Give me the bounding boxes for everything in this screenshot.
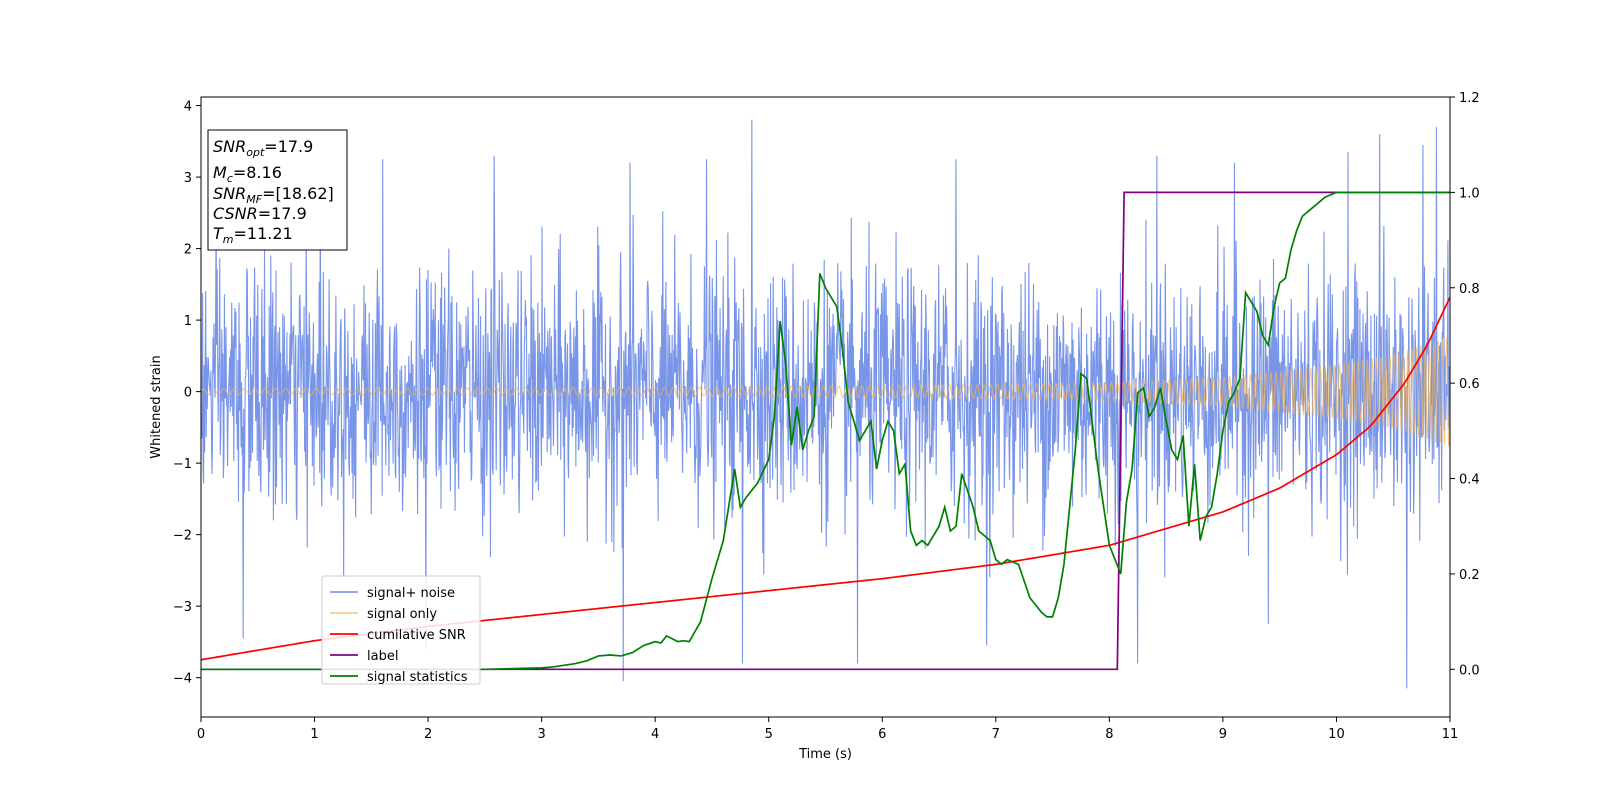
- axes-layer: 0 1 2 3 4 5 6 7 8 9 10 1143210−1−2−3−41.21.00.80.60…: [173, 91, 1480, 742]
- y-right-tick-label: 0.2: [1459, 568, 1480, 583]
- y-right-tick-label: 0.6: [1459, 377, 1480, 392]
- y-left-tick-label: −2: [173, 529, 192, 544]
- legend-label-signal-only: signal only: [367, 607, 437, 622]
- legend-label-cumilative-snr: cumilative SNR: [367, 628, 466, 643]
- x-axis-label: Time (s): [798, 747, 852, 762]
- x-tick-label: 11: [1442, 727, 1459, 742]
- y-left-tick-label: 1: [184, 314, 192, 329]
- info-box: SNRopt=17.9 Mc=8.16 SNRMF=[18.62] CSNR=1…: [207, 129, 348, 251]
- series-line-label: [201, 191, 1450, 671]
- info-tm: Tm=11.21: [213, 224, 293, 246]
- x-tick-label: 1: [310, 727, 318, 742]
- y-right-tick-label: 0.0: [1459, 663, 1480, 678]
- x-tick-label: 2: [424, 727, 432, 742]
- legend-label-signal-noise: signal+ noise: [367, 586, 455, 601]
- x-tick-label: 6: [878, 727, 886, 742]
- y-left-tick-label: −4: [173, 672, 192, 687]
- legend-label-signal-statistics: signal statistics: [367, 670, 468, 685]
- x-tick-label: 8: [1105, 727, 1113, 742]
- info-csnr: CSNR=17.9: [213, 204, 307, 223]
- y-right-tick-label: 1.2: [1459, 91, 1480, 106]
- y-left-tick-label: −3: [173, 600, 192, 615]
- info-snr-opt: SNRopt=17.9: [213, 137, 313, 159]
- y-right-tick-label: 1.0: [1459, 186, 1480, 201]
- legend: signal+ noise signal only cumilative SNR la…: [321, 575, 481, 685]
- x-tick-label: 5: [765, 727, 773, 742]
- x-tick-label: 7: [992, 727, 1000, 742]
- legend-label-label: label: [367, 649, 398, 664]
- y-left-tick-label: 4: [184, 100, 192, 115]
- series-line-signal-statistics: [201, 191, 1450, 671]
- y-right-tick-label: 0.4: [1459, 473, 1480, 488]
- x-tick-label: 3: [537, 727, 545, 742]
- series-line-signal-only: [201, 337, 1450, 447]
- info-snr-mf: SNRMF=[18.62]: [213, 184, 334, 206]
- y-axis-label: Whitened strain: [149, 355, 164, 458]
- y-left-tick-label: 2: [184, 243, 192, 258]
- x-tick-label: 9: [1219, 727, 1227, 742]
- y-left-tick-label: 3: [184, 171, 192, 186]
- y-left-tick-label: 0: [184, 386, 192, 401]
- x-tick-label: 0: [197, 727, 205, 742]
- plot-frame: [200, 96, 1451, 718]
- y-left-tick-label: −1: [173, 457, 192, 472]
- info-mc: Mc=8.16: [213, 163, 282, 185]
- x-tick-label: 4: [651, 727, 659, 742]
- y-right-tick-label: 0.8: [1459, 282, 1480, 297]
- x-tick-label: 10: [1328, 727, 1345, 742]
